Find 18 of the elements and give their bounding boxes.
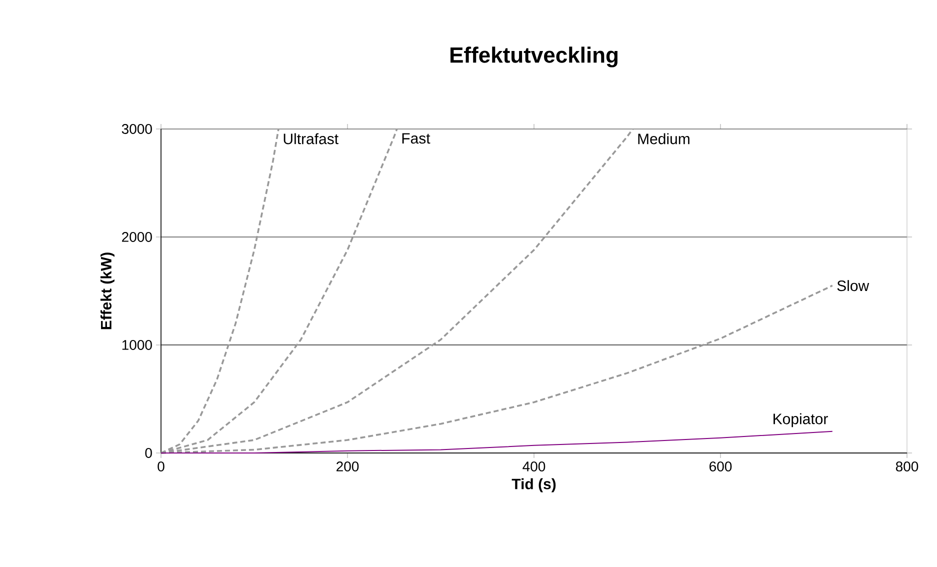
x-axis-title: Tid (s) xyxy=(512,478,556,492)
series-label: Medium xyxy=(638,133,690,144)
y-tick-label: 3000 xyxy=(122,124,152,134)
series-label: Kopiator xyxy=(774,413,828,428)
series-label: Slow xyxy=(837,280,870,292)
line-series xyxy=(160,430,833,454)
y-tick-label: 2000 xyxy=(122,232,152,242)
x-tick-label: 400 xyxy=(522,462,546,472)
series-label: Fast xyxy=(402,133,430,144)
x-tick-label: 200 xyxy=(336,462,359,472)
x-tick-label: 0 xyxy=(158,462,164,472)
y-tick-label: 1000 xyxy=(122,340,152,350)
y-axis-title: Effekt (kW) xyxy=(100,252,114,330)
x-tick-label: 800 xyxy=(896,462,918,472)
chart-title: Effektutveckling xyxy=(450,46,618,68)
series-label: Ultrafast xyxy=(284,133,338,144)
y-tick-label: 0 xyxy=(145,448,152,458)
x-tick-label: 600 xyxy=(710,462,732,472)
